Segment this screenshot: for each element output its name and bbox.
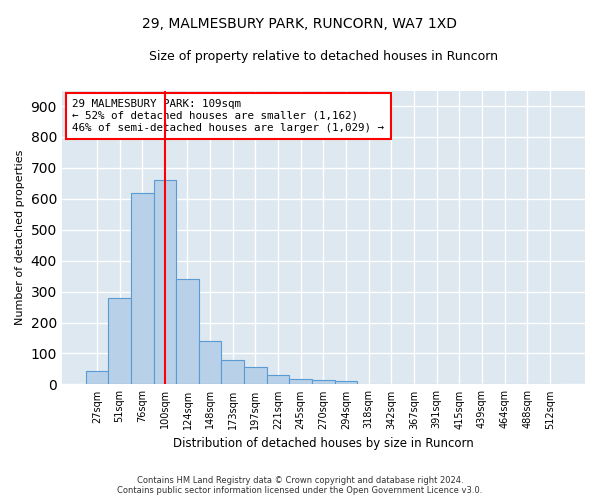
Bar <box>312 380 335 384</box>
Bar <box>267 375 289 384</box>
Bar <box>199 341 221 384</box>
Bar <box>131 192 154 384</box>
Bar <box>86 372 108 384</box>
Y-axis label: Number of detached properties: Number of detached properties <box>15 150 25 325</box>
Bar <box>335 380 358 384</box>
Text: Contains HM Land Registry data © Crown copyright and database right 2024.
Contai: Contains HM Land Registry data © Crown c… <box>118 476 482 495</box>
Text: 29 MALMESBURY PARK: 109sqm
← 52% of detached houses are smaller (1,162)
46% of s: 29 MALMESBURY PARK: 109sqm ← 52% of deta… <box>72 100 384 132</box>
Bar <box>221 360 244 384</box>
Bar <box>244 368 267 384</box>
Title: Size of property relative to detached houses in Runcorn: Size of property relative to detached ho… <box>149 50 498 63</box>
X-axis label: Distribution of detached houses by size in Runcorn: Distribution of detached houses by size … <box>173 437 474 450</box>
Bar <box>108 298 131 384</box>
Bar <box>289 379 312 384</box>
Bar <box>154 180 176 384</box>
Bar <box>176 280 199 384</box>
Text: 29, MALMESBURY PARK, RUNCORN, WA7 1XD: 29, MALMESBURY PARK, RUNCORN, WA7 1XD <box>143 18 458 32</box>
